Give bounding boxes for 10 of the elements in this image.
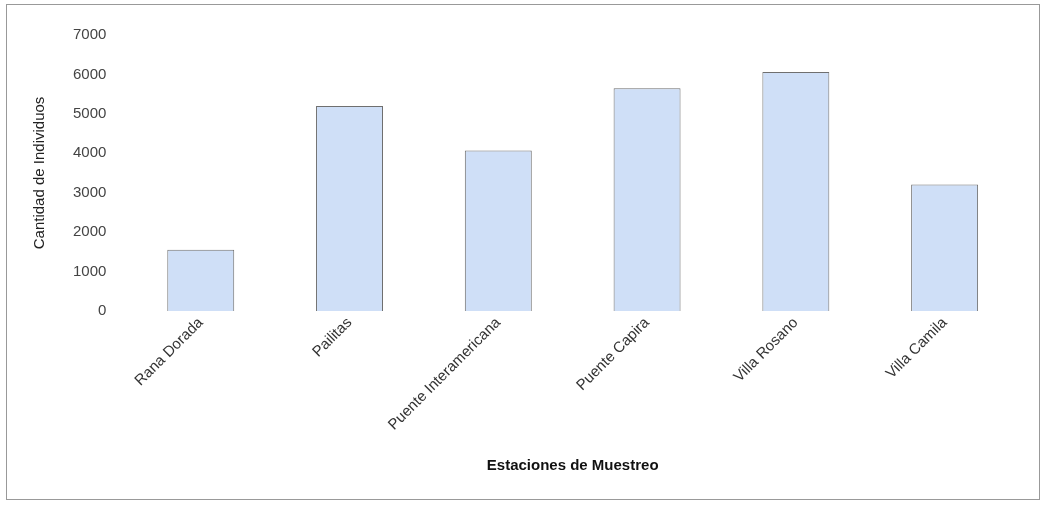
y-tick-label: 3000 xyxy=(72,182,107,200)
y-axis-title: Cantidad de Individuos xyxy=(30,96,48,250)
x-axis-title: Estaciones de Muestreo xyxy=(486,456,659,474)
y-tick-label: 0 xyxy=(98,301,107,319)
y-tick-label: 4000 xyxy=(72,143,107,161)
y-tick-label: 5000 xyxy=(72,103,107,121)
y-tick-label: 6000 xyxy=(72,64,107,82)
y-tick-label: 1000 xyxy=(72,261,107,279)
y-tick-label: 2000 xyxy=(72,222,107,240)
y-tick-label: 7000 xyxy=(72,25,107,43)
